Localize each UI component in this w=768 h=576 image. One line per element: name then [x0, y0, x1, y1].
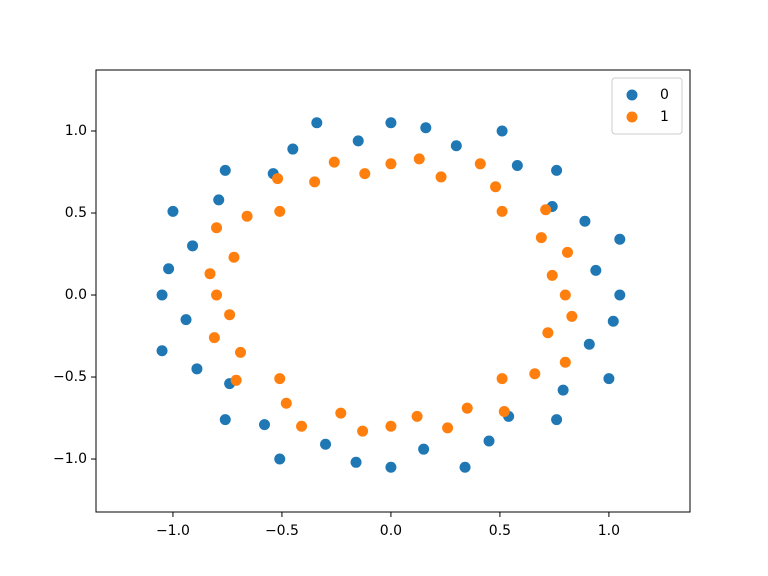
- point: [614, 233, 626, 245]
- point: [385, 420, 397, 432]
- point: [546, 269, 558, 281]
- point: [442, 422, 454, 434]
- point: [357, 425, 369, 437]
- point: [187, 240, 199, 252]
- point: [435, 171, 447, 183]
- legend-marker: [626, 111, 638, 123]
- point: [274, 205, 286, 217]
- y-tick-label: 0.0: [65, 287, 87, 303]
- point: [542, 327, 554, 339]
- point: [296, 420, 308, 432]
- x-tick-label: 1.0: [598, 523, 620, 539]
- point: [280, 397, 292, 409]
- point: [583, 338, 595, 350]
- point: [359, 168, 371, 180]
- point: [274, 453, 286, 465]
- point: [496, 205, 508, 217]
- point: [551, 414, 563, 426]
- point: [413, 153, 425, 165]
- point: [219, 414, 231, 426]
- point: [320, 438, 332, 450]
- point: [411, 410, 423, 422]
- point: [607, 315, 619, 327]
- point: [258, 419, 270, 431]
- x-tick-label: 0.0: [380, 523, 402, 539]
- point: [551, 164, 563, 176]
- point: [272, 173, 284, 185]
- point: [230, 374, 242, 386]
- point: [535, 232, 547, 244]
- y-tick-label: 0.5: [65, 205, 87, 221]
- point: [191, 363, 203, 375]
- point: [483, 435, 495, 447]
- point: [180, 314, 192, 326]
- legend-label: 0: [660, 87, 669, 103]
- point: [496, 373, 508, 385]
- point: [352, 135, 364, 147]
- point: [241, 210, 253, 222]
- point: [156, 345, 168, 357]
- point: [328, 156, 340, 168]
- legend-label: 1: [660, 109, 669, 125]
- legend-box: [611, 77, 683, 135]
- plot-frame: [95, 69, 691, 513]
- point: [450, 140, 462, 152]
- point: [385, 461, 397, 473]
- point: [529, 368, 541, 380]
- point: [559, 289, 571, 301]
- point: [163, 263, 175, 275]
- point: [557, 384, 569, 396]
- point: [540, 204, 552, 216]
- point: [350, 456, 362, 468]
- point: [219, 164, 231, 176]
- point: [614, 289, 626, 301]
- point: [490, 181, 502, 193]
- point: [213, 194, 225, 206]
- point: [474, 158, 486, 170]
- point: [228, 251, 240, 263]
- point: [579, 215, 591, 227]
- point: [385, 117, 397, 129]
- point: [603, 373, 615, 385]
- point: [511, 159, 523, 171]
- point: [287, 143, 299, 155]
- y-tick-label: −0.5: [53, 369, 87, 385]
- point: [309, 176, 321, 188]
- point: [204, 268, 216, 280]
- point: [274, 373, 286, 385]
- point: [211, 289, 223, 301]
- point: [208, 332, 220, 344]
- x-tick-label: 0.5: [489, 523, 511, 539]
- point: [311, 117, 323, 129]
- point: [385, 158, 397, 170]
- y-tick-label: 1.0: [65, 123, 87, 139]
- point: [167, 205, 179, 217]
- point: [420, 122, 432, 134]
- point: [459, 461, 471, 473]
- point: [566, 310, 578, 322]
- x-tick-label: −0.5: [265, 523, 299, 539]
- point: [418, 443, 430, 455]
- point: [211, 222, 223, 234]
- point: [559, 356, 571, 368]
- point: [461, 402, 473, 414]
- point: [590, 264, 602, 276]
- x-tick-label: −1.0: [156, 523, 190, 539]
- point: [561, 246, 573, 258]
- point: [224, 309, 236, 321]
- point: [335, 407, 347, 419]
- point: [235, 346, 247, 358]
- legend-marker: [626, 89, 638, 101]
- y-tick-label: −1.0: [53, 451, 87, 467]
- point: [498, 405, 510, 417]
- point: [496, 125, 508, 137]
- point: [156, 289, 168, 301]
